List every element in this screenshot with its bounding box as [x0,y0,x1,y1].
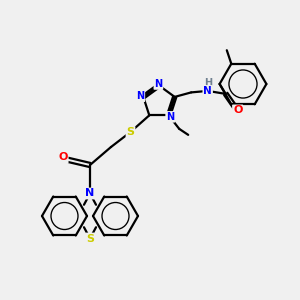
Text: S: S [127,127,134,137]
Text: N: N [136,91,144,101]
Text: H: H [204,78,212,88]
Text: N: N [85,188,94,199]
Text: N: N [166,112,174,122]
Text: N: N [154,79,163,89]
Text: O: O [58,152,68,163]
Text: S: S [86,233,94,244]
Text: O: O [233,105,242,116]
Text: N: N [203,86,212,96]
